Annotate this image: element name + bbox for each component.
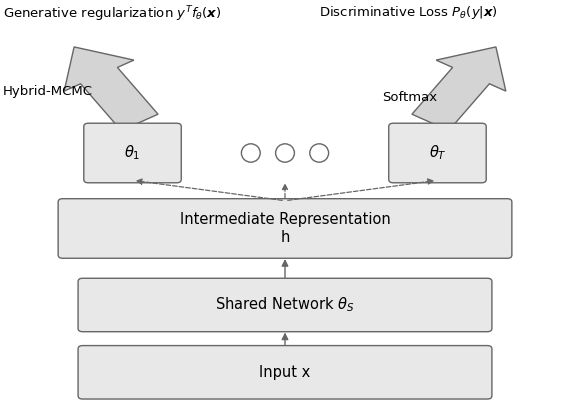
FancyBboxPatch shape	[84, 123, 181, 183]
Polygon shape	[64, 47, 158, 131]
Text: Hybrid-MCMC: Hybrid-MCMC	[3, 85, 93, 98]
Text: Shared Network $\theta_S$: Shared Network $\theta_S$	[215, 296, 355, 314]
FancyBboxPatch shape	[78, 346, 492, 399]
Text: Discriminative Loss $P_\theta(y|\boldsymbol{x})$: Discriminative Loss $P_\theta(y|\boldsym…	[319, 4, 498, 21]
Polygon shape	[412, 47, 506, 131]
FancyBboxPatch shape	[389, 123, 486, 183]
Ellipse shape	[310, 144, 328, 162]
Ellipse shape	[276, 144, 294, 162]
Text: Input x: Input x	[259, 365, 311, 380]
FancyBboxPatch shape	[58, 199, 512, 258]
FancyBboxPatch shape	[78, 278, 492, 332]
Text: Intermediate Representation
h: Intermediate Representation h	[180, 212, 390, 245]
Text: Generative regularization $y^T f_\theta(\boldsymbol{x})$: Generative regularization $y^T f_\theta(…	[3, 4, 221, 24]
Text: $\theta_1$: $\theta_1$	[124, 144, 141, 162]
Ellipse shape	[242, 144, 260, 162]
Text: Softmax: Softmax	[382, 91, 437, 104]
Text: $\theta_T$: $\theta_T$	[429, 144, 446, 162]
